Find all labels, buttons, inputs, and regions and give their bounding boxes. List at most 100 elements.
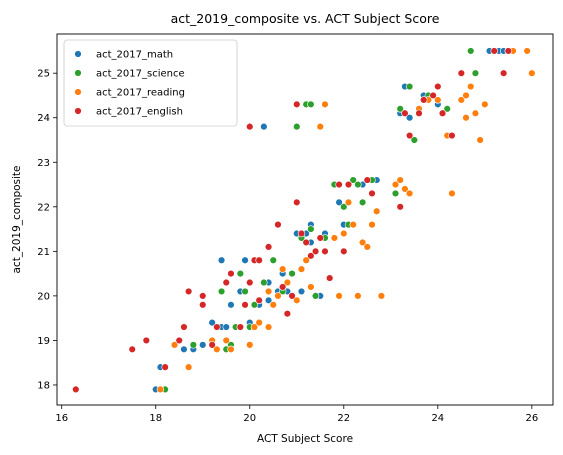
axes: 16 18 20 22 24 26 18 19 20 21 22 23 24 25 (37, 69, 538, 424)
data-point (307, 252, 315, 260)
data-point (260, 122, 268, 131)
data-point (335, 198, 343, 207)
legend-label: act_2017_reading (96, 88, 185, 99)
series-act_2017_science (161, 47, 480, 394)
x-tick-label: 20 (243, 413, 256, 424)
data-point (222, 278, 230, 287)
data-point (481, 100, 489, 109)
data-point (405, 114, 414, 122)
data-point (217, 256, 226, 264)
data-point (311, 247, 320, 256)
data-point (396, 176, 404, 184)
data-point (241, 256, 249, 264)
data-point (199, 301, 207, 309)
data-point (307, 100, 315, 109)
data-point (250, 301, 259, 309)
data-point (255, 296, 263, 305)
data-point (189, 341, 198, 349)
data-point (401, 109, 409, 117)
data-point (208, 341, 216, 349)
data-point (330, 234, 339, 242)
x-tick-label: 16 (55, 413, 68, 424)
data-point (471, 109, 480, 117)
data-point (264, 296, 273, 305)
y-axis-label: act_2019_composite (11, 165, 23, 273)
data-point (283, 309, 292, 318)
data-point (325, 274, 334, 282)
y-tick-label: 22 (37, 202, 50, 213)
data-point (274, 292, 282, 300)
legend-marker (74, 88, 82, 96)
data-point (354, 180, 362, 189)
data-point (467, 82, 475, 91)
data-point (311, 292, 320, 300)
plot-area (72, 47, 536, 394)
data-point (434, 82, 442, 91)
data-point (297, 265, 306, 273)
data-point (175, 336, 183, 345)
data-point (457, 96, 466, 104)
data-point (199, 341, 207, 349)
chart-title: act_2019_composite vs. ACT Subject Score (171, 11, 440, 26)
data-point (438, 109, 447, 117)
data-point (467, 47, 475, 55)
data-point (448, 131, 456, 140)
data-point (340, 247, 348, 256)
data-point (344, 180, 353, 189)
data-point (358, 238, 367, 247)
data-point (429, 91, 437, 100)
data-point (415, 109, 423, 117)
data-point (246, 341, 254, 349)
legend-marker (74, 69, 82, 77)
data-point (504, 47, 513, 55)
data-point (363, 243, 371, 251)
x-tick-label: 22 (337, 413, 350, 424)
data-point (241, 301, 249, 309)
data-point (335, 180, 343, 189)
data-point (377, 292, 386, 300)
y-tick-label: 21 (37, 247, 50, 258)
data-point (180, 345, 188, 354)
data-point (227, 269, 235, 278)
data-point (391, 180, 400, 189)
data-point (344, 198, 353, 207)
data-point (170, 341, 179, 349)
data-point (156, 385, 165, 394)
data-point (161, 363, 169, 371)
data-point (476, 136, 484, 144)
x-tick-label: 18 (149, 413, 162, 424)
data-point (264, 287, 273, 296)
data-point (363, 176, 371, 184)
data-point (443, 105, 451, 113)
data-point (236, 269, 245, 278)
data-point (255, 256, 263, 264)
data-point (297, 229, 306, 238)
y-tick-label: 20 (37, 291, 50, 302)
data-point (199, 292, 207, 300)
data-point (391, 189, 400, 198)
data-point (184, 363, 193, 371)
data-point (278, 283, 287, 291)
x-tick-label: 26 (525, 413, 538, 424)
data-point (288, 292, 296, 300)
legend-label: act_2017_science (96, 69, 185, 80)
data-point (368, 220, 376, 229)
data-point (246, 278, 254, 287)
series-act_2017_english (72, 47, 513, 394)
data-point (255, 318, 263, 327)
data-point (293, 296, 301, 305)
data-point (523, 47, 531, 55)
data-point (434, 96, 442, 104)
data-point (335, 292, 343, 300)
legend-box (63, 39, 238, 127)
data-point (405, 189, 414, 198)
data-point (213, 345, 221, 354)
data-point (316, 234, 324, 242)
y-tick-label: 24 (37, 113, 50, 124)
data-point (236, 323, 245, 331)
data-point (316, 122, 324, 131)
data-point (222, 323, 230, 331)
data-point (142, 336, 151, 345)
data-point (288, 269, 296, 278)
